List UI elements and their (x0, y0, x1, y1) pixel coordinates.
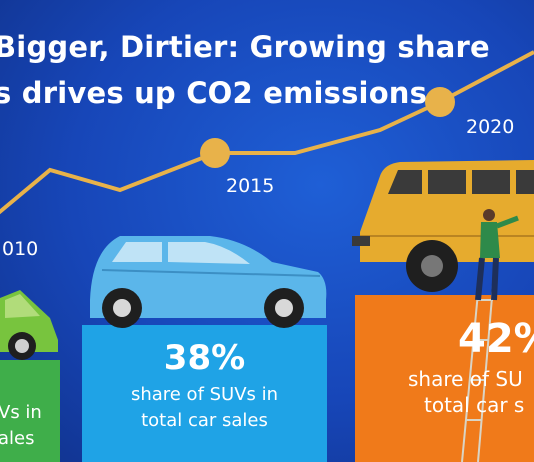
middle-stat-block (82, 325, 327, 462)
trend-point-2015 (200, 138, 230, 168)
minivan (90, 236, 327, 328)
middle-stat-caption-2: total car sales (141, 410, 268, 431)
right-stat-block (355, 295, 534, 462)
left-stat-caption-2: ales (0, 428, 35, 449)
person (475, 209, 519, 301)
left-stat-block (0, 360, 60, 462)
right-stat: 42% share of SU total car s (400, 316, 534, 418)
left-stat-caption-1: Vs in (0, 402, 42, 423)
right-stat-percent: 42% (458, 316, 534, 362)
middle-stat-percent: 38% (163, 338, 246, 378)
headline-line-2: s drives up CO2 emissions (0, 76, 428, 110)
year-2010-label: 010 (2, 238, 39, 260)
middle-stat-caption-1: share of SUVs in (130, 384, 279, 405)
suv (352, 160, 534, 292)
right-stat-caption-2: total car s (424, 393, 525, 417)
year-2020-label: 2020 (466, 116, 515, 138)
trend-point-2020 (425, 87, 455, 117)
middle-stat: 38% share of SUVs in total car sales (82, 338, 327, 434)
right-stat-caption-1: share of SU (408, 367, 523, 391)
green-car (0, 290, 58, 360)
headline-line-1: Bigger, Dirtier: Growing share (0, 30, 490, 64)
year-2015-label: 2015 (226, 175, 275, 197)
